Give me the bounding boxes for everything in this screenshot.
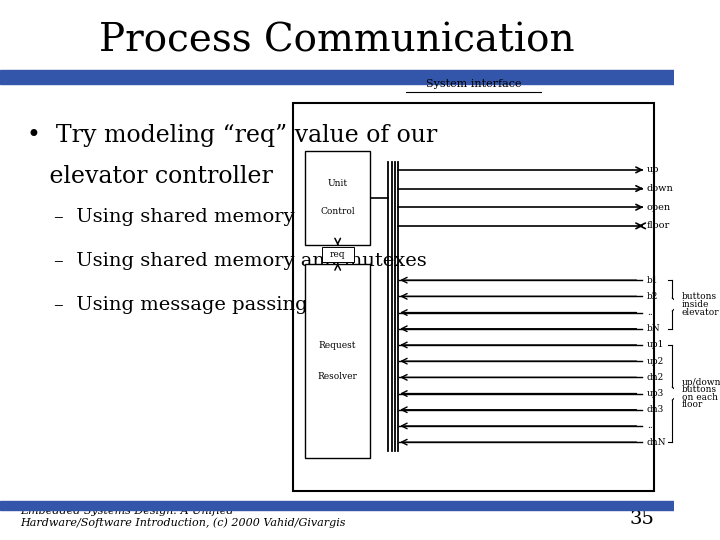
Text: System interface: System interface [426,79,521,89]
Bar [305,264,369,458]
Text: dn3: dn3 [647,405,664,414]
Text: up1: up1 [647,340,664,349]
Text: Embedded Systems Design: A Unified
Hardware/Software Introduction, (c) 2000 Vahi: Embedded Systems Design: A Unified Hardw… [20,506,346,528]
Text: dn2: dn2 [647,373,664,382]
Text: floor: floor [647,221,670,231]
Text: floor: floor [682,400,703,409]
Text: on each: on each [682,393,718,402]
Bar [0,501,675,510]
Text: up: up [647,165,660,174]
Text: up/down: up/down [682,377,720,387]
Text: –  Using message passing: – Using message passing [54,296,307,314]
Text: buttons: buttons [682,385,717,394]
Text: –  Using shared memory: – Using shared memory [54,208,294,226]
Text: 35: 35 [629,510,654,528]
Text: Control: Control [320,207,355,217]
Text: buttons: buttons [682,292,717,301]
Text: ...: ... [647,308,655,317]
Text: dnN: dnN [647,437,666,447]
Text: open: open [647,202,671,212]
Text: down: down [647,184,673,193]
Bar [322,247,354,262]
Text: elevator: elevator [682,307,719,316]
Text: bN: bN [647,324,660,333]
Text: b1: b1 [647,275,658,285]
Text: req: req [330,249,346,259]
Text: •  Try modeling “req” value of our: • Try modeling “req” value of our [27,124,437,147]
Text: Resolver: Resolver [318,372,357,381]
Text: ...: ... [647,421,655,430]
Text: up2: up2 [647,356,664,366]
Text: Request: Request [319,341,356,350]
Text: up3: up3 [647,389,664,398]
Bar [0,70,675,84]
Text: Process Communication: Process Communication [99,22,575,59]
Text: Unit: Unit [328,179,348,188]
Text: –  Using shared memory and mutexes: – Using shared memory and mutexes [54,252,427,270]
Text: elevator controller: elevator controller [27,165,273,188]
Text: inside: inside [682,300,709,309]
Text: b2: b2 [647,292,658,301]
Bar [305,151,369,245]
Bar [293,103,654,491]
